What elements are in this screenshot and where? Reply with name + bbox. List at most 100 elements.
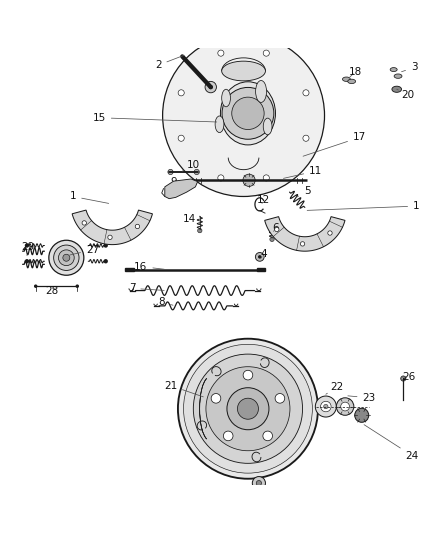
Text: 26: 26 — [401, 372, 414, 382]
Circle shape — [258, 255, 261, 259]
Text: 8: 8 — [158, 297, 173, 308]
Circle shape — [135, 224, 139, 229]
Circle shape — [167, 169, 173, 175]
Text: 15: 15 — [92, 112, 216, 123]
Circle shape — [222, 87, 273, 139]
Circle shape — [275, 393, 284, 403]
Circle shape — [226, 387, 268, 430]
Ellipse shape — [220, 82, 275, 145]
Circle shape — [162, 35, 324, 197]
Polygon shape — [264, 216, 344, 251]
Circle shape — [252, 477, 265, 490]
Text: 25: 25 — [0, 532, 1, 533]
Circle shape — [25, 259, 29, 263]
Ellipse shape — [389, 68, 396, 71]
Circle shape — [178, 135, 184, 141]
Text: 27: 27 — [70, 245, 99, 255]
Ellipse shape — [393, 74, 401, 78]
Text: 4: 4 — [259, 249, 266, 259]
Circle shape — [193, 354, 302, 463]
Circle shape — [269, 237, 274, 241]
Circle shape — [217, 175, 223, 181]
Text: 9: 9 — [170, 177, 177, 188]
Circle shape — [103, 243, 108, 248]
Circle shape — [211, 393, 220, 403]
Circle shape — [34, 285, 37, 288]
Text: 1: 1 — [70, 191, 109, 204]
Text: 17: 17 — [302, 132, 365, 156]
Text: 12: 12 — [256, 195, 269, 205]
Text: 11: 11 — [283, 166, 321, 179]
Circle shape — [197, 229, 201, 233]
Circle shape — [320, 401, 330, 412]
Circle shape — [255, 253, 264, 261]
Text: 5: 5 — [297, 186, 310, 197]
Ellipse shape — [49, 240, 84, 275]
Circle shape — [242, 174, 254, 187]
Ellipse shape — [263, 118, 272, 135]
Circle shape — [256, 480, 261, 486]
Circle shape — [208, 85, 212, 89]
Circle shape — [194, 169, 199, 175]
Circle shape — [262, 431, 272, 441]
Text: 7: 7 — [128, 284, 164, 293]
Circle shape — [25, 243, 29, 248]
Text: 29: 29 — [21, 242, 34, 255]
Polygon shape — [164, 179, 197, 199]
Circle shape — [340, 402, 349, 411]
Ellipse shape — [221, 61, 265, 81]
Circle shape — [243, 370, 252, 380]
Text: 20: 20 — [396, 89, 413, 100]
Text: 10: 10 — [182, 160, 199, 171]
Text: 21: 21 — [163, 381, 203, 397]
Ellipse shape — [58, 250, 74, 265]
Circle shape — [183, 344, 312, 473]
Text: 2: 2 — [155, 55, 184, 70]
Text: 22: 22 — [325, 382, 343, 394]
Circle shape — [336, 398, 353, 415]
Text: 14: 14 — [183, 214, 199, 224]
Circle shape — [354, 408, 368, 422]
Polygon shape — [72, 210, 152, 245]
Circle shape — [300, 241, 304, 246]
Polygon shape — [256, 268, 265, 271]
Circle shape — [223, 431, 233, 441]
Ellipse shape — [347, 79, 355, 84]
Circle shape — [205, 367, 289, 451]
Ellipse shape — [391, 86, 401, 92]
Text: 6: 6 — [272, 223, 278, 233]
Ellipse shape — [255, 80, 266, 102]
Circle shape — [82, 221, 86, 225]
Circle shape — [314, 396, 336, 417]
Ellipse shape — [63, 254, 70, 261]
Ellipse shape — [53, 245, 79, 270]
Circle shape — [177, 338, 317, 479]
Circle shape — [103, 259, 108, 263]
Text: 23: 23 — [347, 393, 375, 403]
Circle shape — [231, 97, 264, 130]
Text: 16: 16 — [134, 262, 164, 271]
Circle shape — [217, 50, 223, 56]
Circle shape — [205, 82, 216, 93]
Ellipse shape — [342, 77, 350, 82]
Ellipse shape — [215, 116, 223, 133]
Text: 1: 1 — [307, 201, 419, 211]
Polygon shape — [125, 268, 134, 271]
Circle shape — [274, 227, 279, 232]
Circle shape — [327, 231, 332, 235]
Text: 24: 24 — [363, 425, 418, 461]
Circle shape — [400, 376, 405, 381]
Circle shape — [302, 90, 308, 96]
Circle shape — [323, 405, 327, 409]
Circle shape — [402, 378, 403, 379]
Circle shape — [263, 50, 269, 56]
Circle shape — [75, 285, 79, 288]
Circle shape — [108, 235, 112, 239]
Text: 3: 3 — [401, 62, 417, 72]
Circle shape — [178, 90, 184, 96]
Circle shape — [263, 175, 269, 181]
Circle shape — [237, 398, 258, 419]
Circle shape — [302, 135, 308, 141]
Text: 18: 18 — [348, 67, 361, 77]
Text: 28: 28 — [46, 286, 59, 296]
